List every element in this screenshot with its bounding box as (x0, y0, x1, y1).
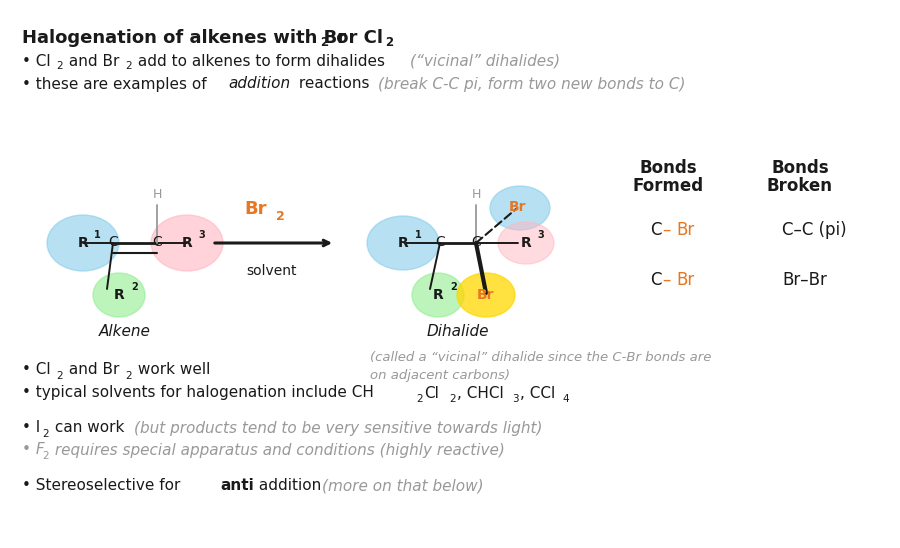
Text: 4: 4 (562, 394, 569, 404)
Text: reactions: reactions (294, 77, 374, 92)
Text: Br: Br (244, 200, 266, 218)
Text: , CCl: , CCl (520, 385, 555, 401)
Ellipse shape (457, 273, 515, 317)
Ellipse shape (151, 215, 223, 271)
Text: (called a “vicinal” dihalide since the C-Br bonds are: (called a “vicinal” dihalide since the C… (370, 351, 711, 364)
Text: Bonds: Bonds (639, 159, 697, 177)
Text: C–C (pi): C–C (pi) (782, 221, 847, 239)
Text: Br: Br (676, 221, 694, 239)
Text: • F: • F (22, 442, 45, 458)
Text: 2: 2 (276, 210, 284, 224)
Text: , CHCl: , CHCl (457, 385, 504, 401)
Text: Bonds: Bonds (771, 159, 829, 177)
Text: –: – (662, 221, 670, 239)
Ellipse shape (93, 273, 145, 317)
Text: and Br: and Br (64, 54, 120, 68)
Ellipse shape (47, 215, 119, 271)
Text: 2: 2 (42, 451, 49, 461)
Text: addition: addition (254, 478, 326, 494)
Text: 2: 2 (320, 37, 328, 49)
Text: 3: 3 (512, 394, 518, 404)
Text: Br: Br (676, 271, 694, 289)
Text: or Cl: or Cl (330, 29, 383, 47)
Text: R: R (433, 288, 444, 302)
Text: addition: addition (228, 77, 290, 92)
Text: H: H (472, 189, 481, 202)
Text: 2: 2 (125, 61, 131, 71)
Text: anti: anti (220, 478, 254, 494)
Text: (more on that below): (more on that below) (322, 478, 483, 494)
Text: C: C (471, 235, 481, 249)
Text: • Stereoselective for: • Stereoselective for (22, 478, 185, 494)
Text: Br: Br (477, 288, 495, 302)
Text: C: C (435, 235, 445, 249)
Text: solvent: solvent (246, 264, 296, 278)
Text: • Cl: • Cl (22, 362, 50, 378)
Text: 1: 1 (94, 230, 101, 240)
Text: C: C (108, 235, 118, 249)
Text: –: – (662, 271, 670, 289)
Text: Halogenation of alkenes with Br: Halogenation of alkenes with Br (22, 29, 346, 47)
Text: Cl: Cl (424, 385, 439, 401)
Text: C: C (650, 221, 662, 239)
Text: Dihalide: Dihalide (427, 323, 490, 339)
Text: (but products tend to be very sensitive towards light): (but products tend to be very sensitive … (134, 420, 543, 436)
Text: 2: 2 (131, 282, 139, 292)
Ellipse shape (367, 216, 439, 270)
Text: H: H (152, 189, 162, 202)
Text: and Br: and Br (64, 362, 120, 378)
Text: R: R (398, 236, 409, 250)
Ellipse shape (498, 222, 554, 264)
Text: 2: 2 (42, 429, 49, 439)
Text: • typical solvents for halogenation include CH: • typical solvents for halogenation incl… (22, 385, 374, 401)
Text: 2: 2 (56, 61, 63, 71)
Text: 1: 1 (415, 230, 421, 240)
Text: Alkene: Alkene (99, 323, 151, 339)
Text: Formed: Formed (633, 177, 704, 195)
Text: 2: 2 (451, 282, 457, 292)
Text: requires special apparatus and conditions (highly reactive): requires special apparatus and condition… (50, 442, 505, 458)
Text: R: R (182, 236, 193, 250)
Text: 3: 3 (199, 230, 205, 240)
Text: 2: 2 (125, 371, 131, 381)
Text: C: C (152, 235, 162, 249)
Text: 2: 2 (449, 394, 455, 404)
Text: (“vicinal” dihalides): (“vicinal” dihalides) (410, 54, 560, 68)
Text: • I: • I (22, 420, 40, 436)
Text: R: R (520, 236, 531, 250)
Text: Br–Br: Br–Br (782, 271, 827, 289)
Text: work well: work well (133, 362, 211, 378)
Text: 2: 2 (385, 37, 393, 49)
Text: Br: Br (509, 200, 526, 214)
Text: 3: 3 (537, 230, 544, 240)
Text: on adjacent carbons): on adjacent carbons) (370, 369, 510, 383)
Text: • these are examples of: • these are examples of (22, 77, 212, 92)
Text: • Cl: • Cl (22, 54, 50, 68)
Text: R: R (77, 236, 88, 250)
Text: (break C-C pi, form two new bonds to C): (break C-C pi, form two new bonds to C) (378, 77, 686, 92)
Text: R: R (113, 288, 124, 302)
Text: C: C (650, 271, 662, 289)
Text: Broken: Broken (767, 177, 833, 195)
Text: 2: 2 (416, 394, 423, 404)
Text: 2: 2 (56, 371, 63, 381)
Text: add to alkenes to form dihalides: add to alkenes to form dihalides (133, 54, 390, 68)
Ellipse shape (412, 273, 464, 317)
Text: can work: can work (50, 420, 130, 436)
Ellipse shape (490, 186, 550, 230)
